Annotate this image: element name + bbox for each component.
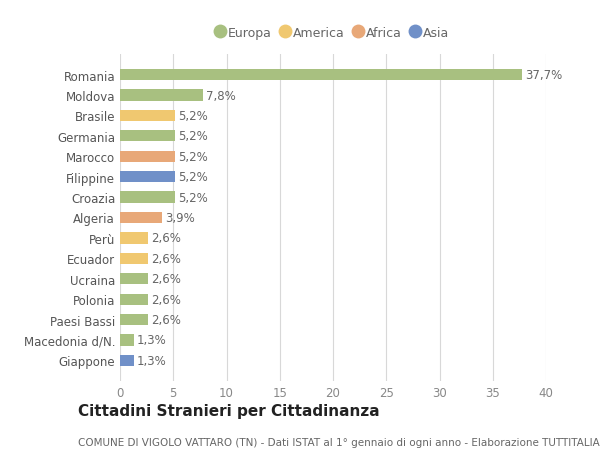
Text: COMUNE DI VIGOLO VATTARO (TN) - Dati ISTAT al 1° gennaio di ogni anno - Elaboraz: COMUNE DI VIGOLO VATTARO (TN) - Dati IST…: [78, 437, 600, 447]
Bar: [120, 111, 175, 122]
Text: 37,7%: 37,7%: [525, 69, 562, 82]
Text: 5,2%: 5,2%: [179, 191, 208, 204]
Bar: [120, 172, 175, 183]
Text: 2,6%: 2,6%: [151, 313, 181, 326]
Text: 5,2%: 5,2%: [179, 130, 208, 143]
Text: 2,6%: 2,6%: [151, 252, 181, 265]
Bar: [120, 274, 148, 285]
Text: 2,6%: 2,6%: [151, 232, 181, 245]
Bar: [120, 335, 134, 346]
Bar: [120, 131, 175, 142]
Bar: [120, 294, 148, 305]
Text: 7,8%: 7,8%: [206, 90, 236, 102]
Bar: [120, 213, 161, 224]
Bar: [120, 90, 203, 101]
Bar: [120, 355, 134, 366]
Text: 1,3%: 1,3%: [137, 354, 167, 367]
Bar: [120, 192, 175, 203]
Bar: [120, 70, 521, 81]
Text: 5,2%: 5,2%: [179, 151, 208, 163]
Bar: [120, 314, 148, 325]
Legend: Europa, America, Africa, Asia: Europa, America, Africa, Asia: [212, 22, 454, 45]
Bar: [120, 151, 175, 162]
Text: 5,2%: 5,2%: [179, 110, 208, 123]
Text: 3,9%: 3,9%: [165, 212, 194, 224]
Text: 5,2%: 5,2%: [179, 171, 208, 184]
Text: 1,3%: 1,3%: [137, 334, 167, 347]
Bar: [120, 233, 148, 244]
Bar: [120, 253, 148, 264]
Text: Cittadini Stranieri per Cittadinanza: Cittadini Stranieri per Cittadinanza: [78, 403, 380, 419]
Text: 2,6%: 2,6%: [151, 293, 181, 306]
Text: 2,6%: 2,6%: [151, 273, 181, 285]
